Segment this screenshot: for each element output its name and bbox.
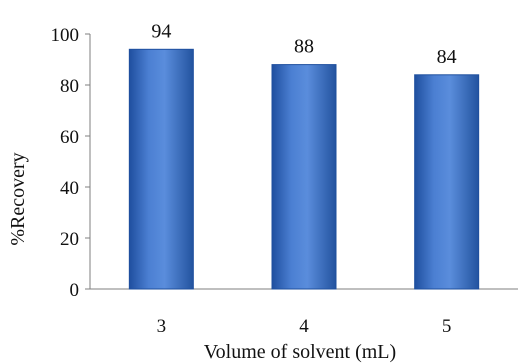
- bar: [271, 64, 337, 290]
- data-label: 88: [294, 36, 314, 58]
- y-axis-title: %Recovery: [7, 152, 29, 245]
- y-tick-label: 40: [60, 178, 79, 199]
- y-tick-label: 20: [60, 229, 79, 250]
- x-tick-label: 5: [442, 316, 452, 337]
- x-tick-label: 4: [299, 316, 309, 337]
- data-label: 94: [151, 20, 171, 42]
- data-label: 84: [437, 46, 457, 68]
- y-tick-label: 0: [70, 280, 80, 301]
- y-tick-label: 60: [60, 127, 79, 148]
- y-tick-label: 100: [51, 25, 80, 46]
- plot-area: 0 20 40 60 80 100 94 3 88 4 84 5: [51, 20, 518, 337]
- bar: [128, 48, 194, 290]
- bar: [414, 74, 480, 290]
- x-tick-label: 3: [157, 316, 167, 337]
- y-tick-label: 80: [60, 76, 79, 97]
- x-axis-title: Volume of solvent (mL): [204, 341, 396, 363]
